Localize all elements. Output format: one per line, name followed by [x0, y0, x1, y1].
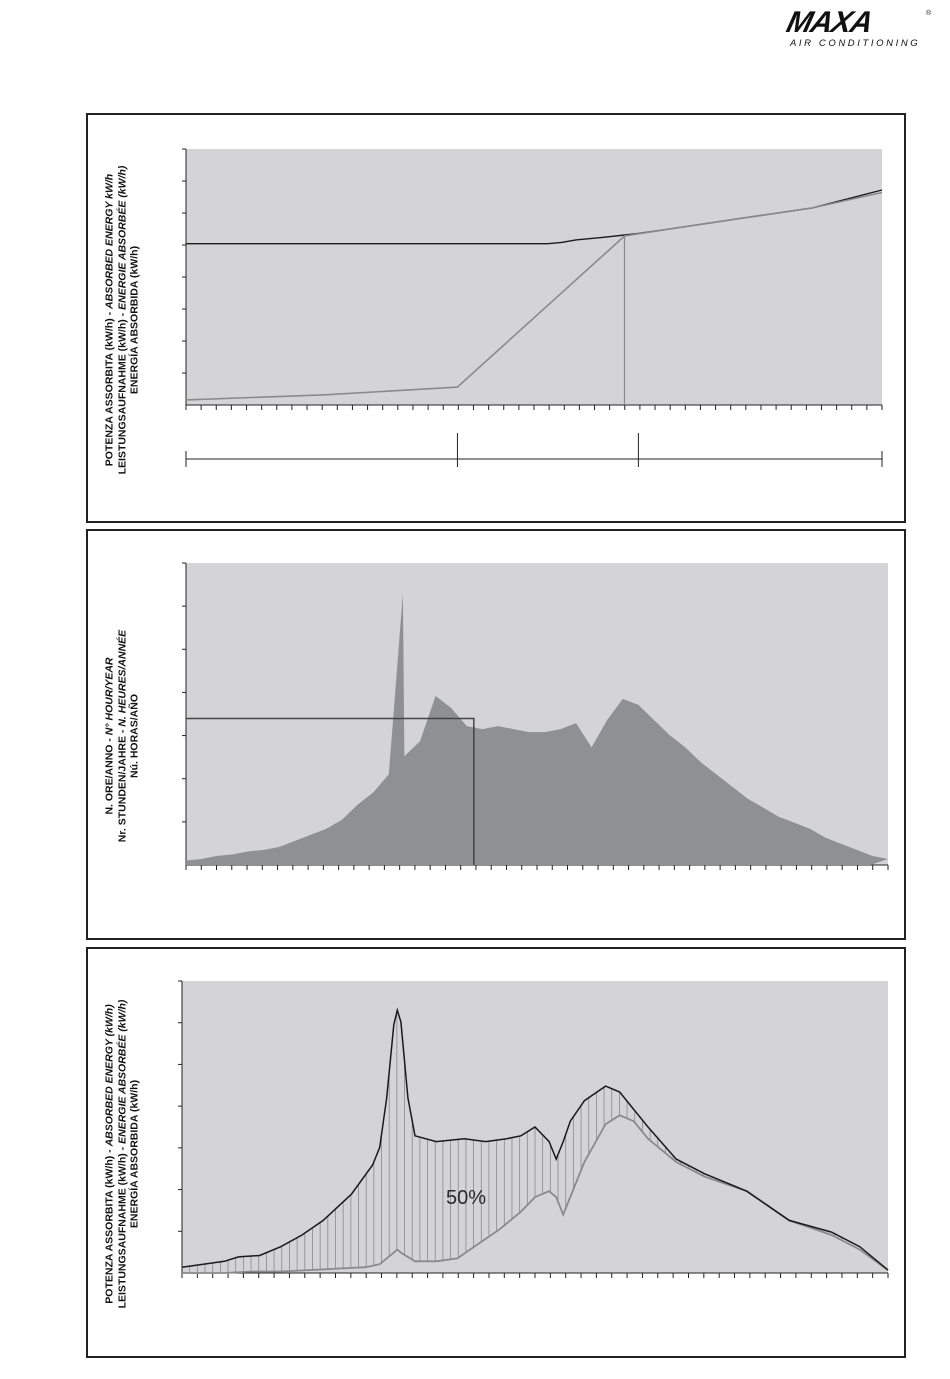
- energy-saving-area-chart: 50%: [178, 980, 889, 1278]
- hours-area: [186, 593, 888, 865]
- brand-tagline: AIR CONDITIONING: [790, 38, 921, 49]
- registered-mark: ®: [926, 10, 932, 17]
- brand-logo: MAXA ® AIR CONDITIONING: [783, 6, 936, 50]
- brand-name: MAXA: [783, 6, 876, 39]
- hours-per-year-chart-panel: N. ORE/ANNO - N° HOUR/YEAR Nr. STUNDEN/JA…: [86, 529, 906, 940]
- series-line: [185, 191, 883, 401]
- saving-percent-label: 50%: [446, 1187, 486, 1209]
- energy-saving-chart-panel: POTENZA ASSORBITA (kW/h) - ABSORBED ENER…: [86, 947, 906, 1358]
- plot-area: [186, 149, 882, 405]
- reduced-energy-line: [182, 1114, 889, 1274]
- threshold-box: [186, 717, 475, 865]
- full-energy-line: [181, 1007, 889, 1271]
- absorbed-energy-line-chart: [182, 148, 883, 467]
- absorbed-energy-chart-panel: POTENZA ASSORBITA (kW/h) - ABSORBED ENER…: [86, 113, 906, 523]
- hours-distribution-area-chart: [182, 562, 889, 870]
